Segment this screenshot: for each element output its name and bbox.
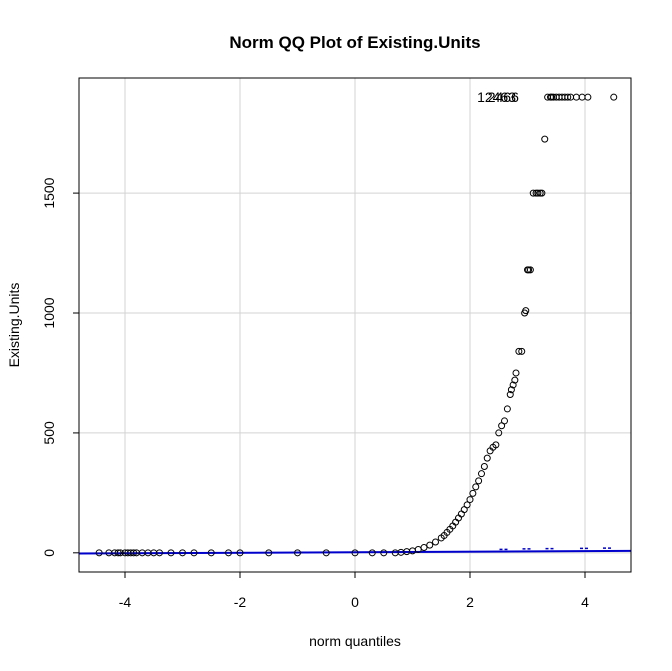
data-point [483, 454, 491, 462]
data-point [480, 462, 488, 470]
data-point [495, 429, 503, 437]
data-point [509, 381, 517, 389]
data-point [426, 541, 434, 549]
data-point [529, 189, 537, 197]
data-point [578, 93, 586, 101]
x-tick-label: 0 [351, 594, 359, 610]
data-point [469, 489, 477, 497]
x-tick-label: -2 [234, 594, 247, 610]
data-point [610, 93, 618, 101]
data-point [351, 549, 359, 557]
data-point [534, 189, 542, 197]
y-axis-label: Existing.Units [6, 283, 22, 368]
y-tick-label: 1500 [41, 177, 57, 208]
x-tick-label: 4 [581, 594, 589, 610]
data-point [522, 307, 530, 315]
data-point [322, 549, 330, 557]
data-point [506, 391, 514, 399]
data-point [179, 549, 186, 557]
data-point [130, 549, 138, 557]
data-point [501, 417, 508, 425]
x-tick-label: -4 [119, 594, 132, 610]
data-point [294, 549, 301, 557]
data-point [116, 549, 124, 557]
y-axis: 0 500 1000 1500 [41, 177, 79, 557]
data-point [584, 93, 592, 101]
y-tick-label: 1000 [41, 297, 57, 328]
data-point [265, 549, 273, 557]
point-label: 2466 [488, 89, 519, 105]
y-tick-label: 0 [41, 549, 57, 557]
data-point [538, 189, 546, 197]
data-point [432, 538, 439, 546]
data-point [515, 347, 523, 355]
reference-line [78, 549, 632, 555]
data-points [95, 93, 618, 557]
x-axis: -4 -2 0 2 4 [119, 572, 589, 610]
data-point [225, 549, 232, 557]
data-point [380, 549, 388, 557]
data-point [190, 549, 198, 557]
data-point [564, 93, 572, 101]
data-point [526, 266, 534, 274]
data-point [236, 549, 244, 557]
data-point [156, 549, 163, 557]
y-tick-label: 500 [41, 421, 57, 445]
data-point [207, 549, 215, 557]
x-tick-label: 2 [466, 594, 474, 610]
data-point [511, 376, 519, 384]
data-point [503, 405, 511, 413]
data-point [420, 544, 428, 552]
data-point [507, 386, 515, 394]
data-point [478, 470, 485, 478]
data-point [475, 477, 483, 485]
data-point [167, 549, 175, 557]
chart-title: Norm QQ Plot of Existing.Units [229, 33, 480, 52]
grid-lines [79, 78, 631, 572]
data-point [368, 549, 376, 557]
data-point [492, 441, 500, 449]
reference-line-group [78, 547, 632, 555]
point-label: 12463 [477, 89, 516, 105]
data-point [518, 347, 526, 355]
data-point [472, 483, 480, 491]
data-point [95, 549, 103, 557]
data-point [512, 369, 520, 377]
data-point [541, 135, 549, 143]
data-point [572, 93, 580, 101]
data-point [114, 549, 122, 557]
x-axis-label: norm quantiles [309, 633, 401, 649]
data-point [463, 501, 471, 509]
data-point [466, 496, 474, 504]
